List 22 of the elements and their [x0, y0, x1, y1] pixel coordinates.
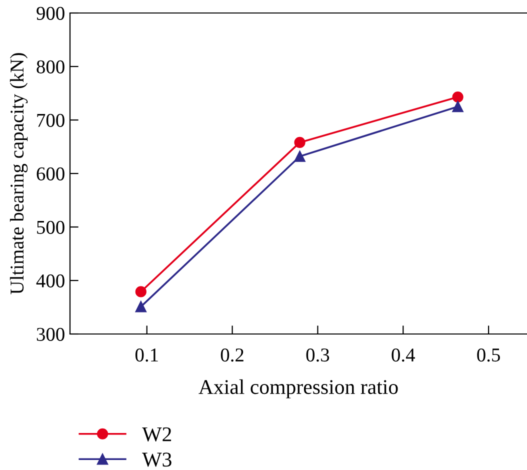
y-tick-label: 300	[36, 328, 64, 341]
point	[452, 101, 464, 112]
x-tick-label: 0.3	[306, 348, 330, 362]
point	[294, 150, 306, 162]
point	[135, 301, 146, 312]
y-tick-label: 400	[36, 274, 64, 288]
x-tick-label: 0.4	[392, 348, 415, 362]
x-tick-label: 0.5	[477, 348, 500, 362]
y-tick-label: 500	[37, 220, 64, 234]
point	[135, 286, 146, 298]
point	[452, 91, 464, 103]
y-tick-label: 800	[36, 60, 64, 74]
x-axis-title: Axial compression ratio	[198, 379, 398, 398]
y-axis-title: Ultimate bearing capacity (kN)	[10, 53, 28, 294]
legend-label: W2	[142, 427, 172, 442]
y-tick-label: 600	[36, 167, 64, 180]
legend-label: W3	[142, 452, 172, 467]
y-tick-label: 700	[37, 114, 64, 127]
y-tick-label: 900	[36, 6, 64, 20]
x-tick-label: 0.2	[220, 348, 244, 362]
point	[294, 136, 306, 148]
x-tick-label: 0.1	[135, 348, 158, 362]
